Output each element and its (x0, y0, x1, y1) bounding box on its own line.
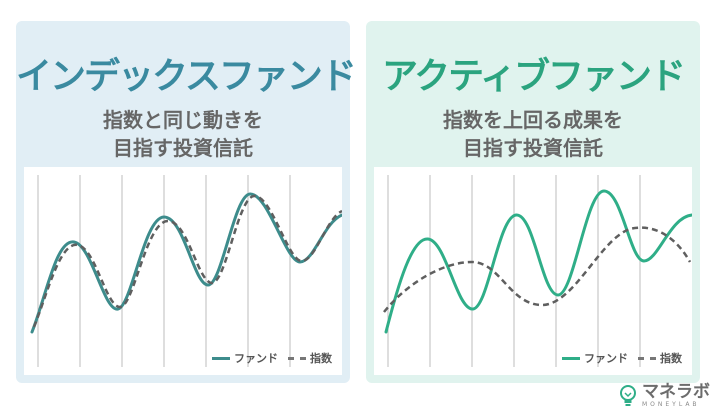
fund-legend-label: ファンド (234, 352, 278, 365)
moneylab-logo: マネラボ MONEYLAB (618, 383, 710, 409)
index-benchmark-line (32, 194, 342, 328)
gridlines (37, 175, 291, 367)
active-fund-line (384, 189, 692, 334)
index-legend-label: 指数 (660, 352, 682, 365)
index-chart: ファンド 指数 (24, 167, 342, 375)
fund-legend-label: ファンド (584, 352, 628, 365)
index-legend-label: 指数 (310, 352, 332, 365)
active-chart-svg (383, 175, 692, 367)
fund-legend-swatch (212, 356, 230, 360)
lightbulb-icon (620, 385, 636, 406)
index-fund-line (30, 192, 342, 334)
active-fund-panel: アクティブファンド 指数を上回る成果を 目指す投資信託 ファンド 指数 (366, 21, 700, 383)
logo-subtext: MONEYLAB (642, 401, 700, 408)
fund-legend-swatch (562, 356, 580, 360)
panel-title: インデックスファンド (16, 56, 357, 97)
index-legend-swatch (288, 356, 306, 360)
panel-subtitle-line1: 指数を上回る成果を (443, 108, 623, 132)
panel-subtitle-line2: 目指す投資信託 (113, 136, 253, 160)
gridlines (387, 175, 641, 367)
index-legend-swatch (638, 356, 656, 360)
panel-subtitle-line1: 指数と同じ動きを (103, 108, 263, 132)
panel-subtitle-line2: 目指す投資信託 (463, 136, 603, 160)
chart-legend: ファンド 指数 (212, 350, 332, 366)
logo-text: マネラボ (642, 382, 710, 402)
index-chart-svg (30, 175, 342, 367)
panel-title: アクティブファンド (381, 56, 686, 97)
index-fund-panel: インデックスファンド 指数と同じ動きを 目指す投資信託 ファンド 指数 (16, 21, 357, 383)
active-benchmark-line (383, 226, 692, 313)
chart-legend: ファンド 指数 (562, 350, 682, 366)
active-chart: ファンド 指数 (374, 167, 692, 375)
